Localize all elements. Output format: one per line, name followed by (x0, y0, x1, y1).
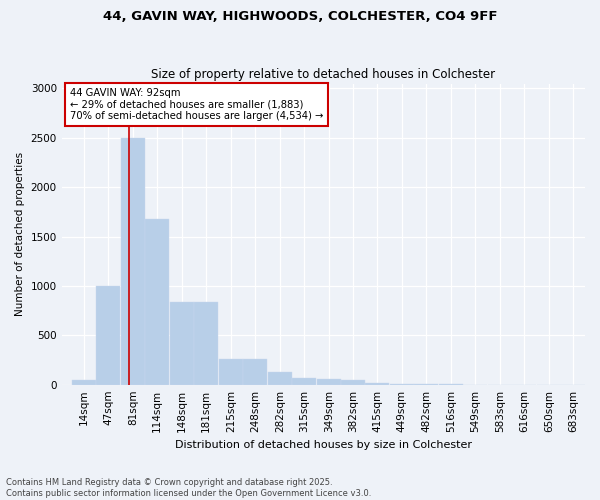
Title: Size of property relative to detached houses in Colchester: Size of property relative to detached ho… (151, 68, 496, 81)
Bar (219, 359, 243, 384)
Text: 44, GAVIN WAY, HIGHWOODS, COLCHESTER, CO4 9FF: 44, GAVIN WAY, HIGHWOODS, COLCHESTER, CO… (103, 10, 497, 23)
Bar (365, 382, 389, 384)
Bar (121, 138, 145, 384)
Bar (96, 286, 120, 384)
Bar (317, 380, 341, 384)
Bar (194, 302, 218, 384)
Bar (170, 302, 194, 384)
X-axis label: Distribution of detached houses by size in Colchester: Distribution of detached houses by size … (175, 440, 472, 450)
Bar (292, 378, 316, 384)
Bar (243, 359, 267, 384)
Bar (268, 372, 292, 384)
Text: 44 GAVIN WAY: 92sqm
← 29% of detached houses are smaller (1,883)
70% of semi-det: 44 GAVIN WAY: 92sqm ← 29% of detached ho… (70, 88, 323, 122)
Y-axis label: Number of detached properties: Number of detached properties (15, 152, 25, 316)
Text: Contains HM Land Registry data © Crown copyright and database right 2025.
Contai: Contains HM Land Registry data © Crown c… (6, 478, 371, 498)
Bar (72, 380, 96, 384)
Bar (341, 380, 365, 384)
Bar (145, 219, 169, 384)
